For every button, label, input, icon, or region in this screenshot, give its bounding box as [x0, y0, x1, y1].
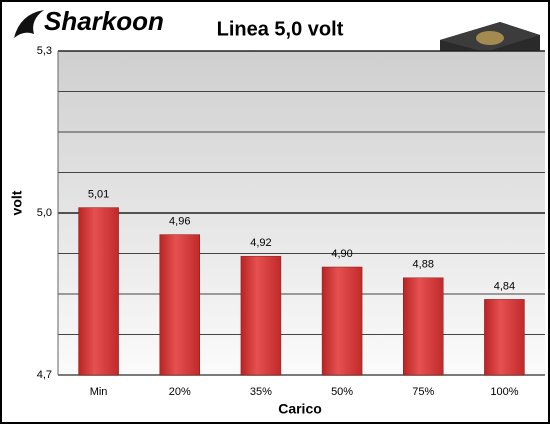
x-tick-label: 100% — [490, 386, 518, 398]
bar — [78, 207, 119, 376]
x-tick-label: 35% — [250, 386, 272, 398]
bar — [484, 299, 525, 376]
x-tick-label: 75% — [412, 386, 434, 398]
value-label: 4,92 — [250, 237, 271, 249]
x-tick-label: 50% — [331, 386, 353, 398]
value-label: 4,96 — [169, 216, 190, 228]
chart-title: Linea 5,0 volt — [217, 18, 344, 40]
y-tick-label: 4,7 — [37, 369, 52, 381]
logo: Sharkoon — [14, 6, 164, 38]
x-axis-label: Carico — [278, 401, 322, 417]
value-label: 4,88 — [413, 259, 434, 271]
y-tick-label: 5,3 — [37, 45, 52, 57]
value-label: 5,01 — [88, 189, 109, 201]
value-label: 4,84 — [494, 280, 515, 292]
x-tick-label: Min — [90, 386, 108, 398]
bar — [321, 266, 363, 376]
bar — [240, 255, 282, 376]
value-label: 4,90 — [331, 248, 352, 260]
bar — [403, 277, 444, 376]
y-tick-label: 5,0 — [37, 207, 52, 219]
x-tick-label: 20% — [169, 386, 191, 398]
brand: Sharkoon — [44, 6, 164, 36]
bar — [159, 234, 200, 376]
y-axis-label: volt — [9, 190, 25, 215]
